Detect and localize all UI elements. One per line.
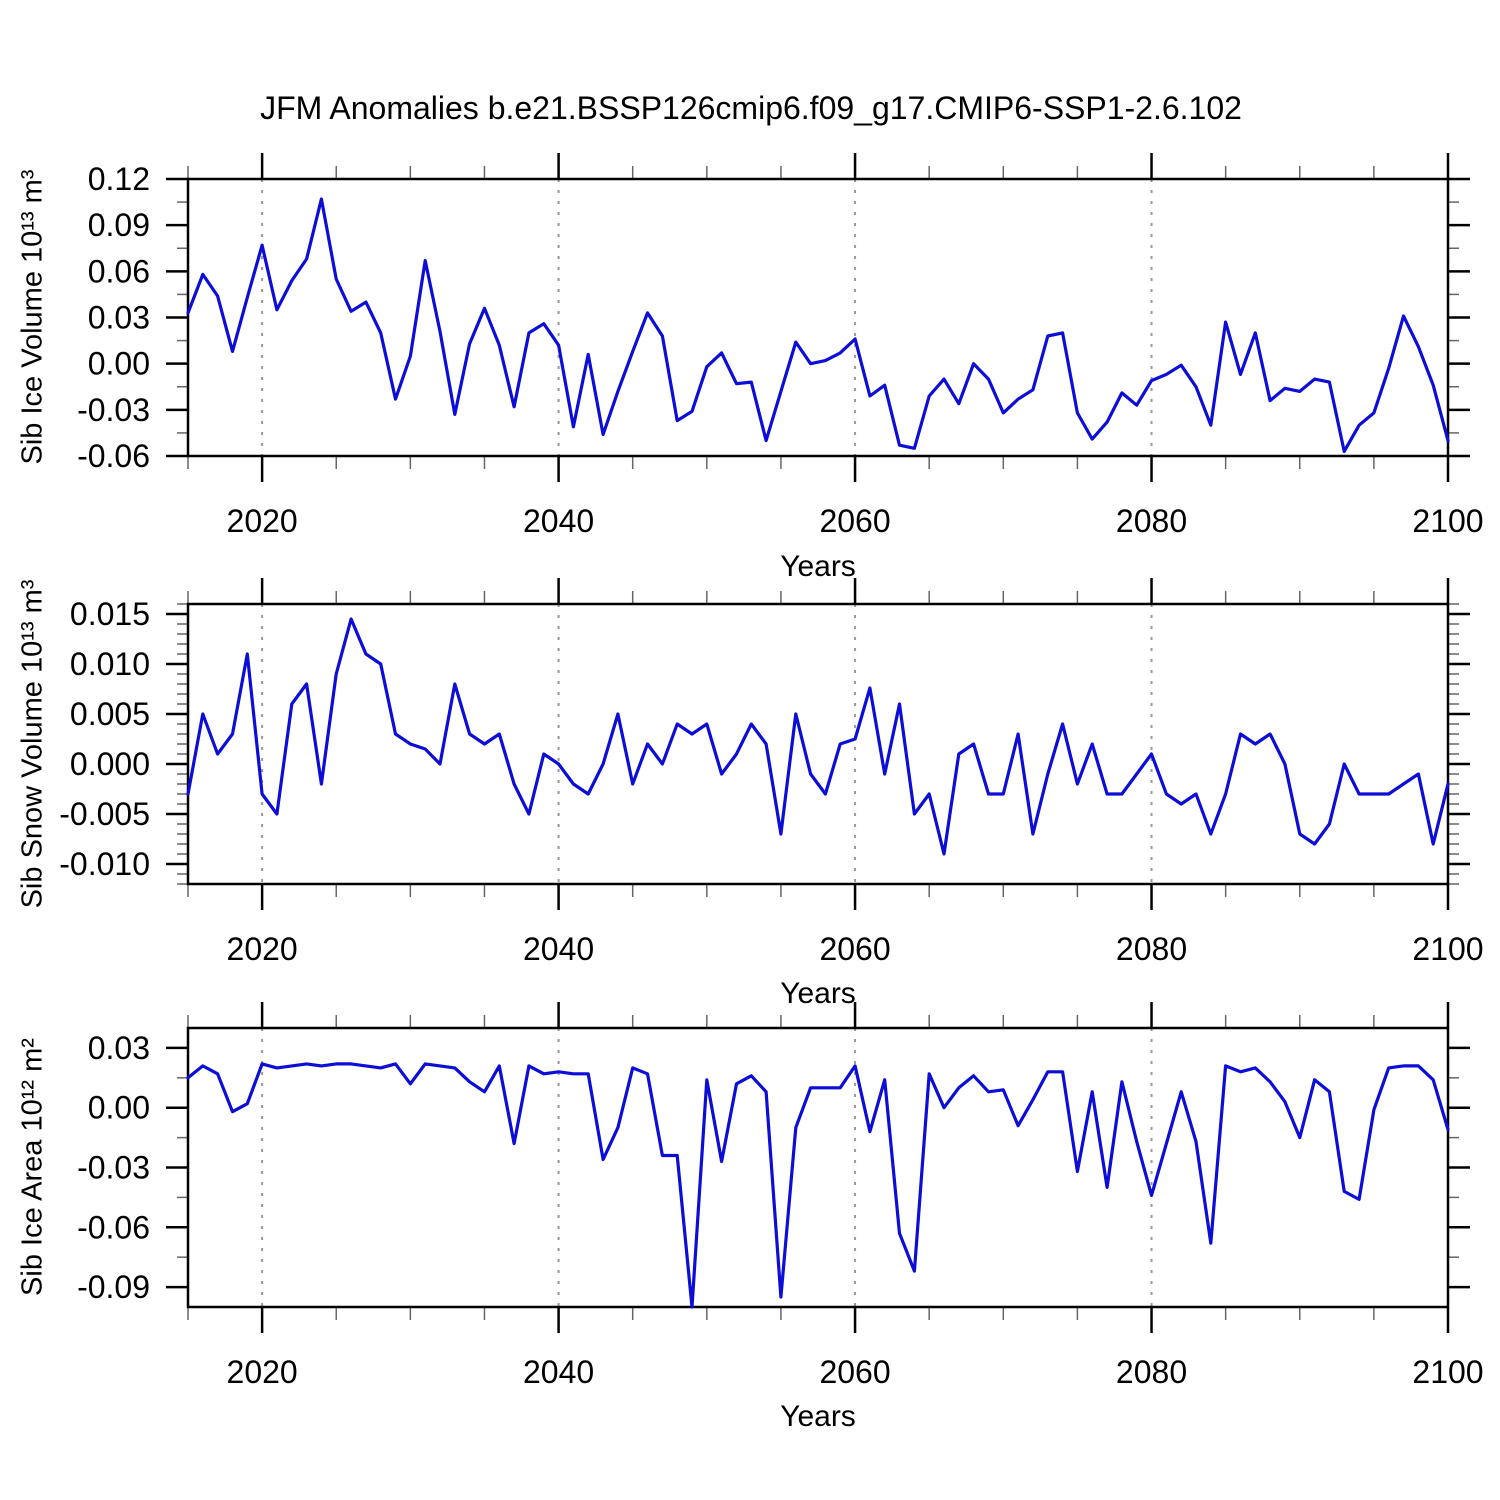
x-tick-label-2060: 2060 <box>819 1354 890 1390</box>
y-tick-label: 0.03 <box>88 300 150 336</box>
y-tick-label: 0.00 <box>88 1090 150 1126</box>
x-axis-title-panel1: Years <box>780 550 856 583</box>
y-tick-label: 0.00 <box>88 346 150 382</box>
x-tick-label-2100: 2100 <box>1412 931 1483 967</box>
y-axis-title-ice-area: Sib Ice Area 10¹² m² <box>16 1038 49 1296</box>
y-tick-label: 0.06 <box>88 253 150 289</box>
y-tick-label: -0.09 <box>77 1269 150 1305</box>
x-tick-label-2080: 2080 <box>1116 931 1187 967</box>
y-tick-label: -0.03 <box>77 1150 150 1186</box>
x-tick-label-2100: 2100 <box>1412 1354 1483 1390</box>
anomaly-series-sib-ice-area <box>186 1062 1450 1309</box>
y-tick-label: 0.005 <box>70 696 150 732</box>
y-tick-label: -0.06 <box>77 438 150 474</box>
x-tick-label-2040: 2040 <box>523 1354 594 1390</box>
y-tick-label: 0.12 <box>88 161 150 197</box>
y-tick-label: -0.03 <box>77 392 150 428</box>
panel-sib-ice-volume: 2020 2040 2060 2080 2100 0.12 0.09 0.06 0.03 0.00… <box>77 153 1484 539</box>
x-tick-label-2040: 2040 <box>523 503 594 539</box>
y-tick-label: 0.015 <box>70 596 150 632</box>
y-tick-label: 0.010 <box>70 646 150 682</box>
y-tick-label: 0.09 <box>88 207 150 243</box>
y-tick-label: 0.03 <box>88 1030 150 1066</box>
x-axis-title-panel2: Years <box>780 977 856 1010</box>
panel-sib-ice-area: 2020 2040 2060 2080 2100 0.03 0.00 -0.03 -0.06 -0… <box>77 1002 1484 1390</box>
figure-title: JFM Anomalies b.e21.BSSP126cmip6.f09_g17… <box>260 90 1242 126</box>
x-tick-label-2040: 2040 <box>523 931 594 967</box>
x-axis-title-panel3: Years <box>780 1400 856 1433</box>
x-tick-label-2080: 2080 <box>1116 1354 1187 1390</box>
panel-frame <box>186 177 1450 458</box>
x-tick-label-2060: 2060 <box>819 931 890 967</box>
y-tick-label: -0.010 <box>59 846 150 882</box>
panel-sib-snow-volume: 2020 2040 2060 2080 2100 0.015 0.010 0.005 0.000… <box>59 578 1484 967</box>
x-tick-label-2020: 2020 <box>227 1354 298 1390</box>
x-tick-label-2080: 2080 <box>1116 503 1187 539</box>
anomaly-series-sib-ice-volume <box>186 197 1450 453</box>
anomaly-series-sib-snow-volume <box>186 617 1450 856</box>
x-tick-label-2020: 2020 <box>227 931 298 967</box>
y-tick-label: -0.06 <box>77 1209 150 1245</box>
panel-frame <box>186 602 1450 886</box>
x-tick-label-2020: 2020 <box>227 503 298 539</box>
panel-frame <box>186 1026 1450 1309</box>
y-axis-title-ice-volume: Sib Ice Volume 10¹³ m³ <box>16 169 49 465</box>
y-axis-title-snow-volume: Sib Snow Volume 10¹³ m³ <box>16 579 49 909</box>
y-tick-label: 0.000 <box>70 746 150 782</box>
y-tick-label: -0.005 <box>59 796 150 832</box>
x-tick-label-2100: 2100 <box>1412 503 1483 539</box>
x-tick-label-2060: 2060 <box>819 503 890 539</box>
